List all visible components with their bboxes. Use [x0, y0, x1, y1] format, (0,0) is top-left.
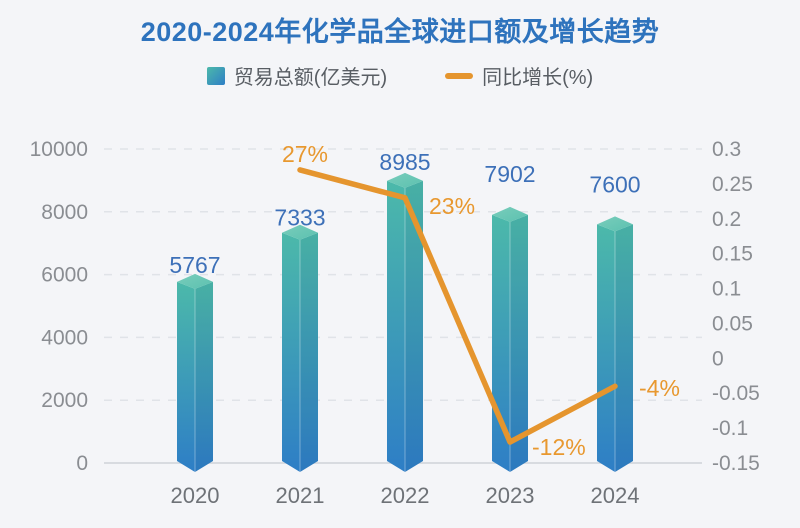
- bar-2020[interactable]: [177, 273, 213, 472]
- bar-body: [177, 281, 213, 472]
- right-axis-tick: -0.1: [712, 417, 748, 440]
- growth-line[interactable]: [297, 167, 618, 445]
- left-axis-tick: 8000: [41, 201, 88, 224]
- right-axis-tick: 0.25: [712, 173, 753, 196]
- bar-body: [492, 214, 528, 472]
- bar-right-face-shade: [195, 281, 213, 472]
- bar-series-swatch-icon: [206, 66, 225, 85]
- bar-top-face: [492, 206, 528, 222]
- right-axis-tick: 0.2: [712, 208, 741, 231]
- x-axis-label-2023: 2023: [486, 483, 535, 508]
- axis-layer: 0 2000 4000 6000 8000 10000 0.3 0.25 0.2 0.15 0.1 0…: [30, 138, 760, 508]
- left-axis-tick: 0: [76, 452, 88, 475]
- bar-top-face: [387, 172, 423, 188]
- right-axis-tick: 0.3: [712, 138, 741, 161]
- growth-value-label: -12%: [532, 434, 586, 460]
- bar-2024[interactable]: [597, 216, 633, 472]
- growth-value-label: -4%: [639, 375, 680, 401]
- left-axis-tick: 2000: [41, 389, 88, 412]
- right-axis-tick: 0.1: [712, 278, 741, 301]
- chart-title: 2020-2024年化学品全球进口额及增长趋势: [140, 17, 660, 47]
- legend-item-trade-total[interactable]: 贸易总额(亿美元): [206, 61, 388, 90]
- bar-value-label: 5767: [169, 252, 220, 278]
- x-axis-label-2022: 2022: [381, 483, 430, 508]
- line-series-dash-icon: [445, 72, 474, 79]
- bar-series: [177, 172, 633, 472]
- bar-right-face-shade: [300, 232, 318, 472]
- bar-right-face-shade: [510, 214, 528, 472]
- bar-body: [282, 232, 318, 472]
- left-axis-tick: 10000: [30, 138, 88, 161]
- bar-2022[interactable]: [387, 172, 423, 472]
- legend: 贸易总额(亿美元) 同比增长(%): [0, 61, 800, 90]
- x-axis-label-2020: 2020: [171, 483, 220, 508]
- bar-body: [597, 224, 633, 472]
- left-axis-tick: 6000: [41, 264, 88, 287]
- right-axis-tick: 0: [712, 347, 724, 370]
- bar-2021[interactable]: [282, 224, 318, 472]
- bar-value-label: 7333: [274, 205, 325, 231]
- right-axis-tick: 0.15: [712, 243, 753, 266]
- x-axis-label-2021: 2021: [276, 483, 325, 508]
- legend-item-yoy-growth[interactable]: 同比增长(%): [445, 61, 593, 90]
- line-series: [297, 167, 618, 445]
- legend-label-trade-total: 贸易总额(亿美元): [233, 67, 388, 89]
- bar-value-label: 8985: [379, 149, 430, 175]
- bar-body: [387, 180, 423, 472]
- right-axis-tick: -0.05: [712, 382, 760, 405]
- bar-right-face-shade: [405, 180, 423, 472]
- bar-top-face: [597, 216, 633, 232]
- growth-value-label: 27%: [282, 141, 328, 167]
- bar-2023[interactable]: [492, 206, 528, 472]
- bar-top-face: [282, 224, 318, 240]
- right-axis-tick: 0.05: [712, 312, 753, 335]
- data-label-layer: 5767 7333 8985 7902 7600 27% 23% -12% -4%: [169, 141, 679, 460]
- right-axis-tick: -0.15: [712, 452, 760, 475]
- bar-right-face-shade: [615, 224, 633, 472]
- bar-top-face: [177, 273, 213, 289]
- bar-value-label: 7600: [589, 171, 640, 197]
- legend-label-yoy-growth: 同比增长(%): [482, 67, 594, 89]
- growth-value-label: 23%: [429, 193, 475, 219]
- bar-value-label: 7902: [484, 161, 535, 187]
- left-axis-tick: 4000: [41, 326, 88, 349]
- x-axis-label-2024: 2024: [591, 483, 640, 508]
